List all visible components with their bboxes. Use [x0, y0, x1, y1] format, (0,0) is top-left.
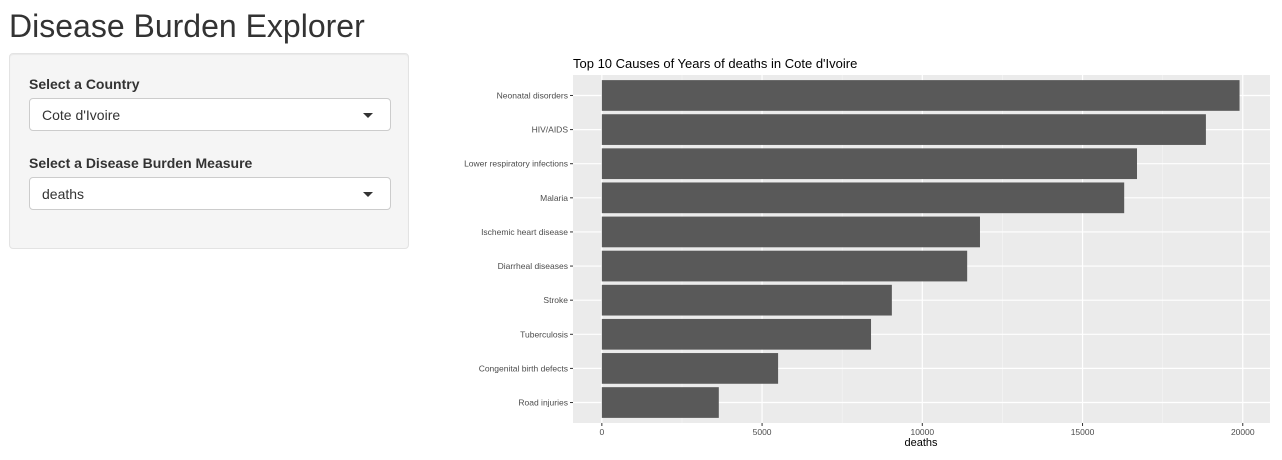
- country-select-label: Select a Country: [29, 76, 140, 92]
- chevron-down-icon: [363, 192, 373, 197]
- x-axis-title: deaths: [904, 437, 938, 449]
- bars: [601, 80, 1240, 418]
- measure-select[interactable]: deaths: [29, 177, 391, 210]
- y-tick-label: Stroke: [543, 295, 568, 305]
- country-select-value: Cote d'Ivoire: [42, 107, 121, 123]
- bar: [601, 114, 1206, 145]
- y-tick-label: Ischemic heart disease: [481, 227, 568, 237]
- x-tick-label: 0: [599, 427, 604, 437]
- country-select[interactable]: Cote d'Ivoire: [29, 98, 391, 131]
- y-tick-label: Congenital birth defects: [479, 363, 568, 373]
- bar: [601, 284, 892, 316]
- bar: [601, 148, 1138, 180]
- x-tick-label: 10000: [910, 427, 934, 437]
- input-panel: Select a Country Cote d'Ivoire Select a …: [9, 53, 409, 249]
- bar-chart: Top 10 Causes of Years of deaths in Cote…: [464, 56, 1270, 449]
- y-tick-label: Lower respiratory infections: [464, 159, 568, 169]
- bar: [601, 353, 779, 384]
- y-tick-label: Tuberculosis: [520, 329, 568, 339]
- x-tick-label: 5000: [753, 427, 772, 437]
- chevron-down-icon: [363, 113, 373, 118]
- y-tick-label: Diarrheal diseases: [498, 261, 568, 271]
- x-tick-label: 15000: [1071, 427, 1095, 437]
- y-tick-label: Road injuries: [518, 398, 568, 408]
- bar: [601, 318, 872, 350]
- bar: [601, 216, 980, 248]
- measure-select-label: Select a Disease Burden Measure: [29, 155, 253, 171]
- chart-container: Top 10 Causes of Years of deaths in Cote…: [440, 50, 1280, 455]
- bar: [601, 387, 719, 418]
- bar: [601, 182, 1125, 214]
- chart-title: Top 10 Causes of Years of deaths in Cote…: [573, 56, 857, 71]
- x-tick-label: 20000: [1231, 427, 1255, 437]
- y-tick-label: HIV/AIDS: [532, 125, 569, 135]
- bar: [601, 80, 1240, 111]
- x-axis: 0 5000 10000 15000 20000: [599, 423, 1255, 437]
- bar: [601, 250, 968, 282]
- y-tick-label: Neonatal disorders: [497, 90, 568, 100]
- page-title: Disease Burden Explorer: [9, 8, 365, 44]
- y-axis: Neonatal disorders HIV/AIDS Lower respirat…: [464, 90, 573, 408]
- measure-select-value: deaths: [42, 186, 85, 202]
- y-tick-label: Malaria: [540, 193, 568, 203]
